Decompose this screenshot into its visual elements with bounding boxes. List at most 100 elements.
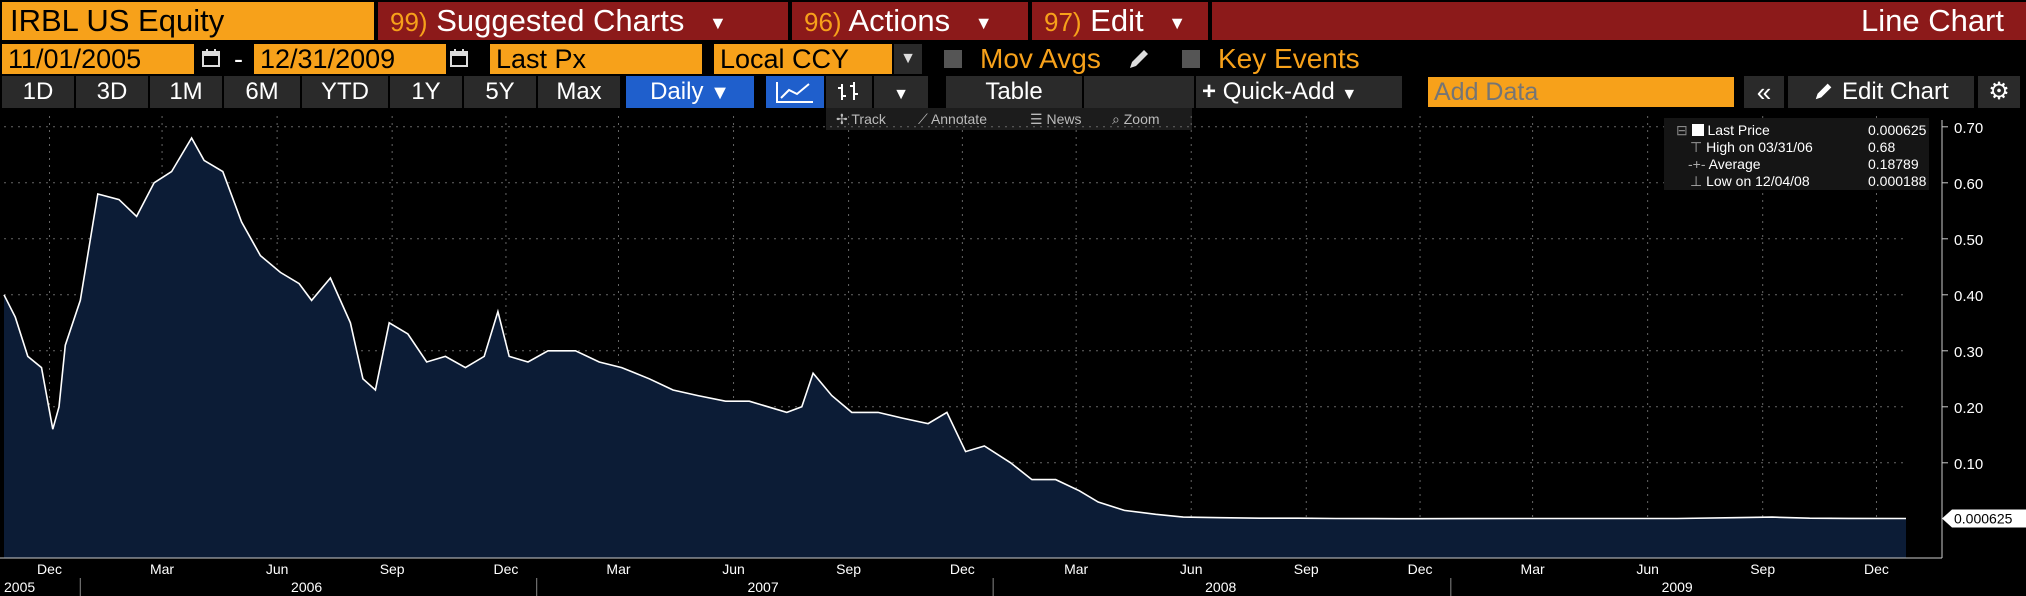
collapse-double-chevron-icon[interactable]: « [1744,76,1784,108]
key-events-checkbox[interactable] [1182,50,1200,68]
x-year-label: 2009 [1662,579,1693,595]
edit-chart-label: Edit Chart [1841,78,1949,105]
x-month-label: Dec [37,561,62,577]
collapse-square-icon: ⊟ [1676,122,1688,138]
chevron-down-icon: ▼ [1168,12,1187,33]
menu-label: Actions [848,3,951,38]
menu-number: 96) [804,7,842,37]
x-month-label: Jun [1636,561,1659,577]
currency-select[interactable]: Local CCY [714,44,892,74]
track-label: Track [851,111,886,127]
calendar-icon[interactable] [200,47,222,69]
legend-label: Last Price [1707,122,1770,138]
track-tool[interactable]: ✢ Track [836,108,886,130]
news-icon: ☰ [1030,111,1043,127]
y-tick-label: 0.70 [1954,120,1983,137]
legend-low: ⊥ Low on 12/04/08 0.000188 [1676,173,1926,190]
menu-number: 97) [1044,7,1082,37]
x-year-label: 2007 [747,579,778,595]
price-chart[interactable]: 0.70 0.60 0.50 0.40 0.30 0.20 0.10 0.000625 Dec… [0,110,2026,596]
legend-value: 0.68 [1868,139,1896,155]
ticker-field[interactable]: IRBL US Equity [2,2,374,40]
add-data-input[interactable] [1428,77,1734,107]
range-6m-button[interactable]: 6M [224,76,300,108]
start-date-input[interactable]: 11/01/2005 [2,44,194,74]
quick-add-label: Quick-Add [1222,78,1335,105]
x-month-label: Sep [836,561,861,577]
quick-add-button[interactable]: + Quick-Add ▼ [1196,76,1402,108]
last-value-label: 0.000625 [1954,510,2013,526]
edit-menu[interactable]: 97) Edit ▼ [1032,2,1208,40]
range-1d-button[interactable]: 1D [2,76,74,108]
x-month-label: Dec [1408,561,1433,577]
crosshair-icon: ✢ [836,111,848,127]
field-select[interactable]: Last Px [490,44,702,74]
average-marker-icon: -+- [1688,156,1706,172]
series-swatch [1691,124,1704,136]
frequency-label: Daily [650,78,704,105]
legend-label: Low on 12/04/08 [1706,173,1810,189]
table-button[interactable]: Table [946,76,1082,108]
chart-tools-bar: ✢ Track ⟋ Annotate ☰ News ⌕ Zoom [826,108,1192,130]
zoom-tool[interactable]: ⌕ Zoom [1112,108,1160,130]
legend-value: 0.000188 [1868,173,1927,189]
legend-high: ⊤ High on 03/31/06 0.68 [1676,139,1895,156]
end-date-input[interactable]: 12/31/2009 [254,44,446,74]
suggested-charts-menu[interactable]: 99) Suggested Charts ▼ [378,2,788,40]
edit-chart-button[interactable]: Edit Chart [1788,76,1974,108]
actions-menu[interactable]: 96) Actions ▼ [792,2,1028,40]
x-month-label: Jun [722,561,745,577]
range-5y-button[interactable]: 5Y [464,76,536,108]
ohlc-bars-icon [838,82,858,100]
annotate-tool[interactable]: ⟋ Annotate [918,108,987,130]
bar-chart-style-button[interactable] [826,76,872,108]
y-tick-label: 0.40 [1954,288,1983,305]
chevron-down-icon: ▼ [710,82,730,104]
calendar-icon[interactable] [448,47,470,69]
high-marker-icon: ⊤ [1690,139,1703,155]
last-value-tag [1942,509,2026,528]
x-month-label: Dec [950,561,975,577]
zoom-label: Zoom [1123,111,1160,127]
price-line [3,136,1907,520]
key-events-label[interactable]: Key Events [1218,43,1360,74]
low-marker-icon: ⊥ [1690,173,1703,189]
y-axis: 0.70 0.60 0.50 0.40 0.30 0.20 0.10 0.000625 [1941,120,2026,558]
x-month-label: Jun [266,561,289,577]
toolbar-spacer [1084,76,1194,108]
price-area-fill [4,138,1906,558]
chart-style-dropdown[interactable]: ▼ [874,76,928,108]
chevron-down-icon: ▼ [1341,86,1358,103]
menu-label: Edit [1090,3,1144,38]
date-separator: - [234,44,243,74]
range-1m-button[interactable]: 1M [150,76,222,108]
legend-label: High on 03/31/06 [1706,139,1813,155]
line-chart-style-button[interactable] [766,76,824,108]
y-tick-label: 0.30 [1954,344,1983,361]
x-month-label: Dec [1864,561,1889,577]
chevron-down-icon: ▼ [708,12,727,33]
frequency-dropdown[interactable]: Daily ▼ [626,76,754,108]
news-tool[interactable]: ☰ News [1030,108,1081,130]
legend-value: 0.000625 [1868,122,1927,138]
news-label: News [1046,111,1082,127]
x-month-label: Mar [606,561,630,577]
range-1y-button[interactable]: 1Y [390,76,462,108]
range-max-button[interactable]: Max [538,76,620,108]
pencil-icon [1816,83,1832,100]
y-tick-label: 0.10 [1954,456,1983,473]
mov-avgs-checkbox[interactable] [944,50,962,68]
x-month-label: Mar [1064,561,1088,577]
gear-icon[interactable]: ⚙ [1978,76,2020,108]
x-month-label: Mar [150,561,174,577]
chart-type-title: Line Chart [1212,2,2026,40]
currency-dropdown-icon[interactable]: ▼ [894,44,922,74]
range-ytd-button[interactable]: YTD [302,76,388,108]
chevron-down-icon: ▼ [893,86,909,103]
x-month-label: Jun [1180,561,1203,577]
plus-icon: + [1202,78,1223,105]
x-year-label: 2005 [4,579,35,595]
range-3d-button[interactable]: 3D [76,76,148,108]
pencil-icon[interactable] [1126,48,1152,72]
mov-avgs-label[interactable]: Mov Avgs [980,43,1101,74]
